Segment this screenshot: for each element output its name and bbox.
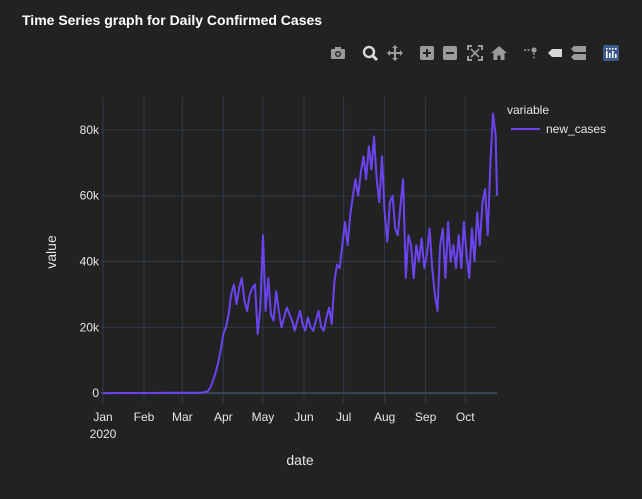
legend[interactable]: variable new_cases [507,103,606,136]
spike-lines-icon[interactable] [521,43,541,63]
reset-axes-icon[interactable] [489,43,509,63]
x-tick-label: Jun [294,410,313,424]
hover-compare-icon[interactable] [569,43,589,63]
zoom-in-icon[interactable] [417,43,437,63]
y-tick-label: 60k [80,189,100,203]
x-tick-label: Oct [456,410,475,424]
y-tick-label: 20k [80,320,100,334]
y-tick-label: 0 [92,386,99,400]
x-tick-sublabel: 2020 [90,427,117,441]
camera-icon[interactable] [328,43,348,63]
y-tick-label: 40k [80,255,100,269]
legend-item-new-cases[interactable]: new_cases [546,122,606,136]
y-tick-label: 80k [80,123,100,137]
x-axis: Jan 2020 Feb Mar Apr May Jun Jul Aug Sep Oct [90,410,476,441]
pan-icon[interactable] [385,43,405,63]
zoom-icon[interactable] [360,43,380,63]
autoscale-icon[interactable] [465,43,485,63]
x-tick-label: Feb [134,410,155,424]
hover-closest-icon[interactable] [545,43,565,63]
x-tick-label: Apr [214,410,233,424]
legend-title: variable [507,103,549,117]
x-axis-title: date [286,452,313,468]
y-axis: 0 20k 40k 60k 80k [80,123,100,400]
series-line-new-cases[interactable] [102,112,498,395]
plotly-logo-icon[interactable] [601,43,621,63]
x-tick-label: Sep [415,410,437,424]
chart-title: Time Series graph for Daily Confirmed Ca… [22,12,323,28]
grid-lines [101,97,497,403]
series-layer [102,112,498,395]
x-tick-label: Mar [172,410,193,424]
zoom-out-icon[interactable] [440,43,460,63]
x-tick-label: Jan [93,410,112,424]
x-tick-label: Jul [336,410,351,424]
x-tick-label: May [252,410,275,424]
x-tick-label: Aug [374,410,395,424]
y-axis-title: value [43,235,59,269]
